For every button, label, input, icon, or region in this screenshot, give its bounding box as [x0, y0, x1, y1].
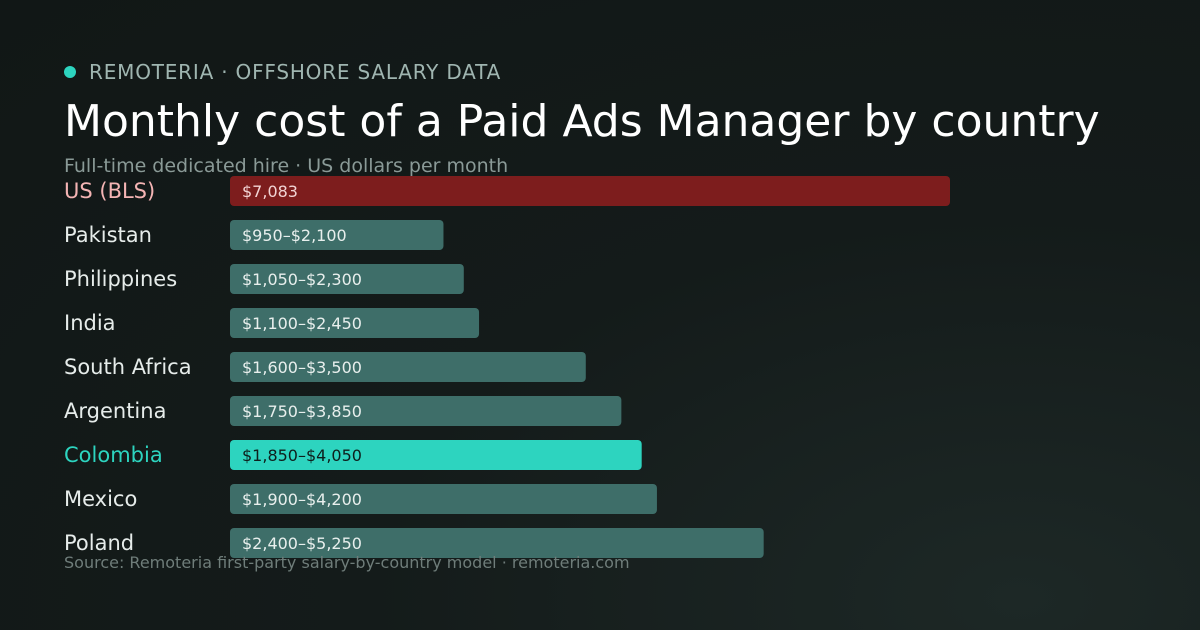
bar-mexico [230, 484, 657, 514]
category-label-poland: Poland [64, 531, 134, 555]
category-label-argentina: Argentina [64, 399, 166, 423]
bar-colombia [230, 440, 642, 470]
bar-philippines [230, 264, 464, 294]
bar-south-africa [230, 352, 586, 382]
chart-subtitle: Full-time dedicated hire · US dollars pe… [64, 155, 509, 177]
brand-dot-icon [64, 66, 76, 78]
value-label-philippines: $1,050–$2,300 [242, 270, 362, 289]
value-label-poland: $2,400–$5,250 [242, 534, 362, 553]
category-label-india: India [64, 311, 116, 335]
category-label-pakistan: Pakistan [64, 223, 152, 247]
value-label-us-bls: $7,083 [242, 182, 298, 201]
category-label-us-bls: US (BLS) [64, 179, 155, 203]
brand-header: REMOTERIA · OFFSHORE SALARY DATA [64, 60, 501, 84]
bar-india [230, 308, 480, 338]
bar-poland [230, 528, 764, 558]
value-label-mexico: $1,900–$4,200 [242, 490, 362, 509]
brand-text: REMOTERIA · OFFSHORE SALARY DATA [89, 60, 502, 84]
category-label-mexico: Mexico [64, 487, 137, 511]
value-label-pakistan: $950–$2,100 [242, 226, 347, 245]
category-label-south-africa: South Africa [64, 355, 192, 379]
bar-argentina [230, 396, 622, 426]
value-label-india: $1,100–$2,450 [242, 314, 362, 333]
value-label-south-africa: $1,600–$3,500 [242, 358, 362, 377]
value-label-argentina: $1,750–$3,850 [242, 402, 362, 421]
source-note: Source: Remoteria first-party salary-by-… [64, 553, 630, 572]
category-label-philippines: Philippines [64, 267, 177, 291]
bar-us-bls [230, 176, 950, 206]
bar-pakistan [230, 220, 444, 250]
chart-title: Monthly cost of a Paid Ads Manager by co… [64, 96, 1100, 147]
category-label-colombia: Colombia [64, 443, 163, 467]
value-label-colombia: $1,850–$4,050 [242, 446, 362, 465]
